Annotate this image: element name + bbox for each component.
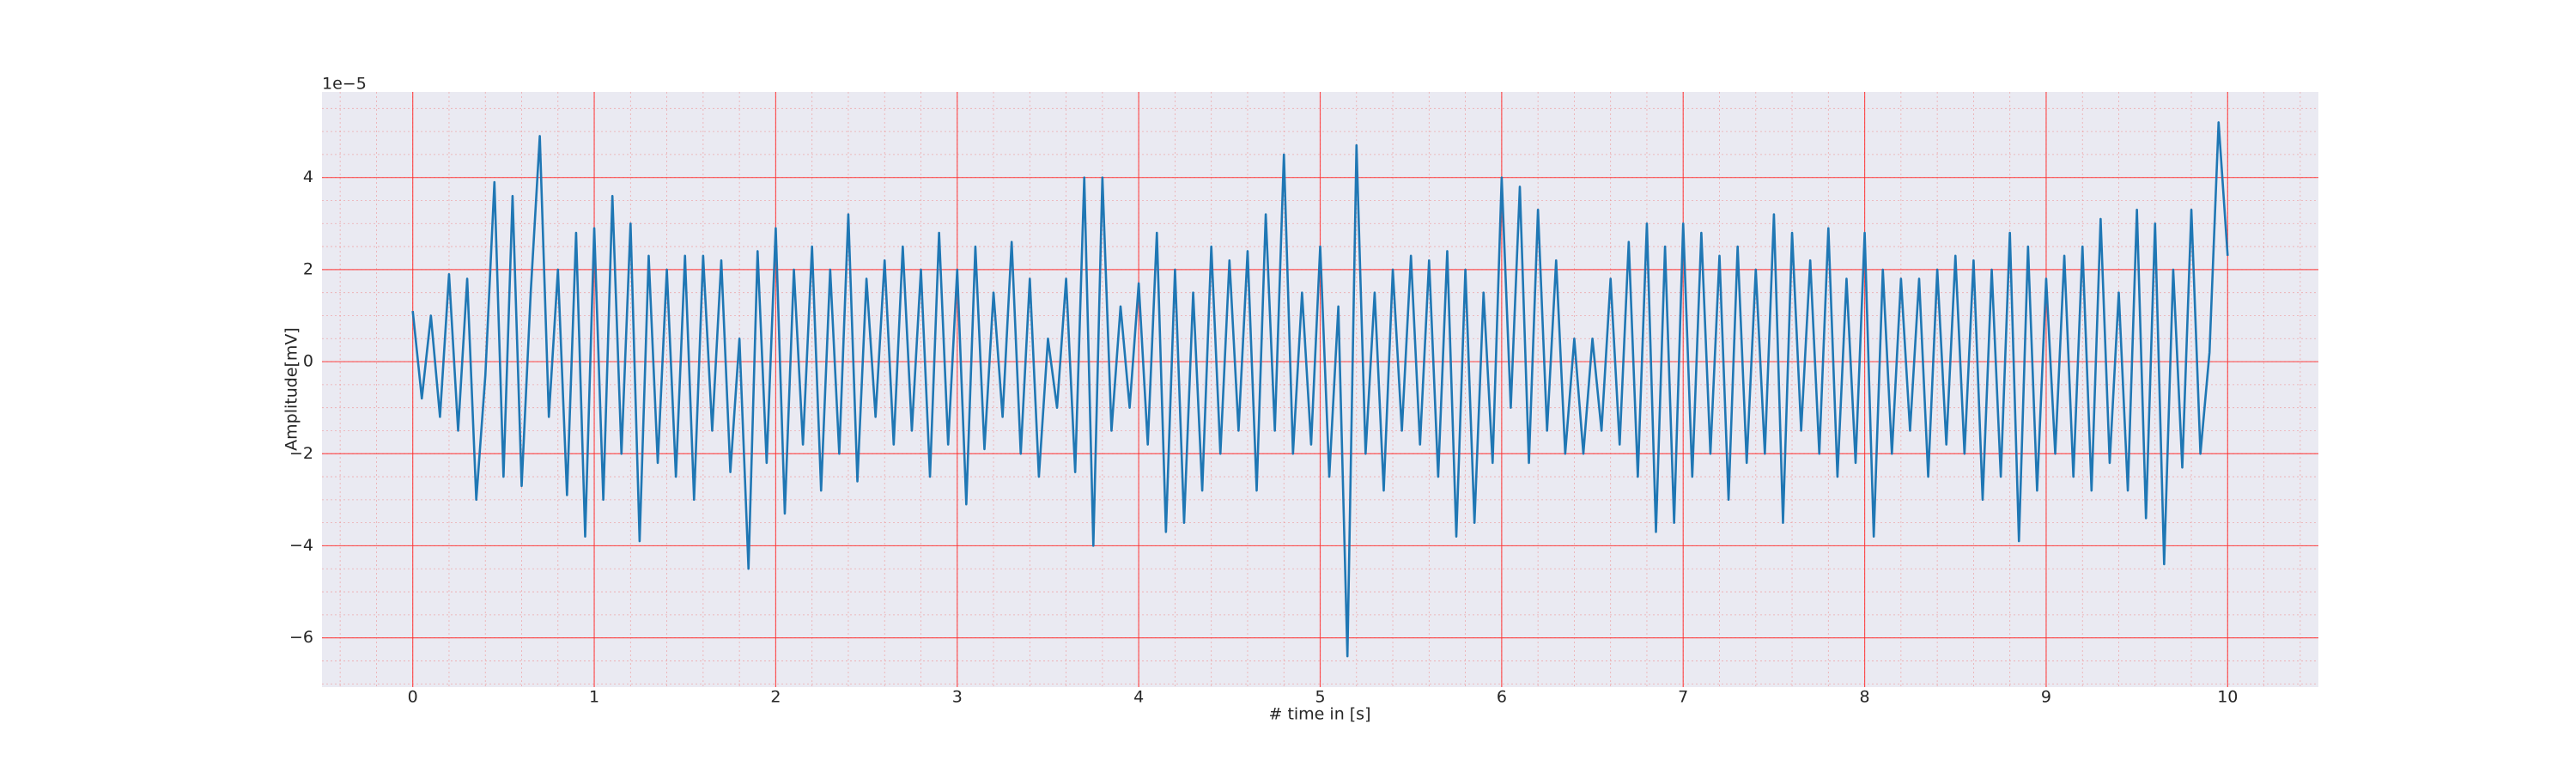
x-tick-label: 2 (770, 688, 781, 707)
y-tick-label: 0 (303, 352, 313, 371)
x-tick-label: 10 (2217, 688, 2238, 707)
x-axis-label: # time in [s] (1268, 705, 1370, 724)
x-tick-label: 0 (408, 688, 418, 707)
y-tick-label: −6 (289, 628, 313, 647)
x-tick-label: 8 (1860, 688, 1870, 707)
x-tick-label: 9 (2041, 688, 2051, 707)
y-tick-label: −4 (289, 536, 313, 555)
x-tick-label: 1 (589, 688, 599, 707)
y-tick-label: 4 (303, 167, 313, 186)
x-tick-label: 3 (952, 688, 963, 707)
x-tick-label: 4 (1133, 688, 1144, 707)
y-axis-label: Amplitude[mV] (283, 327, 301, 451)
signal-line (411, 121, 2229, 658)
y-tick-label: −2 (289, 444, 313, 463)
x-tick-label: 6 (1497, 688, 1507, 707)
y-tick-label: 2 (303, 259, 313, 278)
x-tick-label: 7 (1678, 688, 1688, 707)
x-tick-label: 5 (1315, 688, 1325, 707)
y-offset-text: 1e−5 (322, 75, 367, 94)
